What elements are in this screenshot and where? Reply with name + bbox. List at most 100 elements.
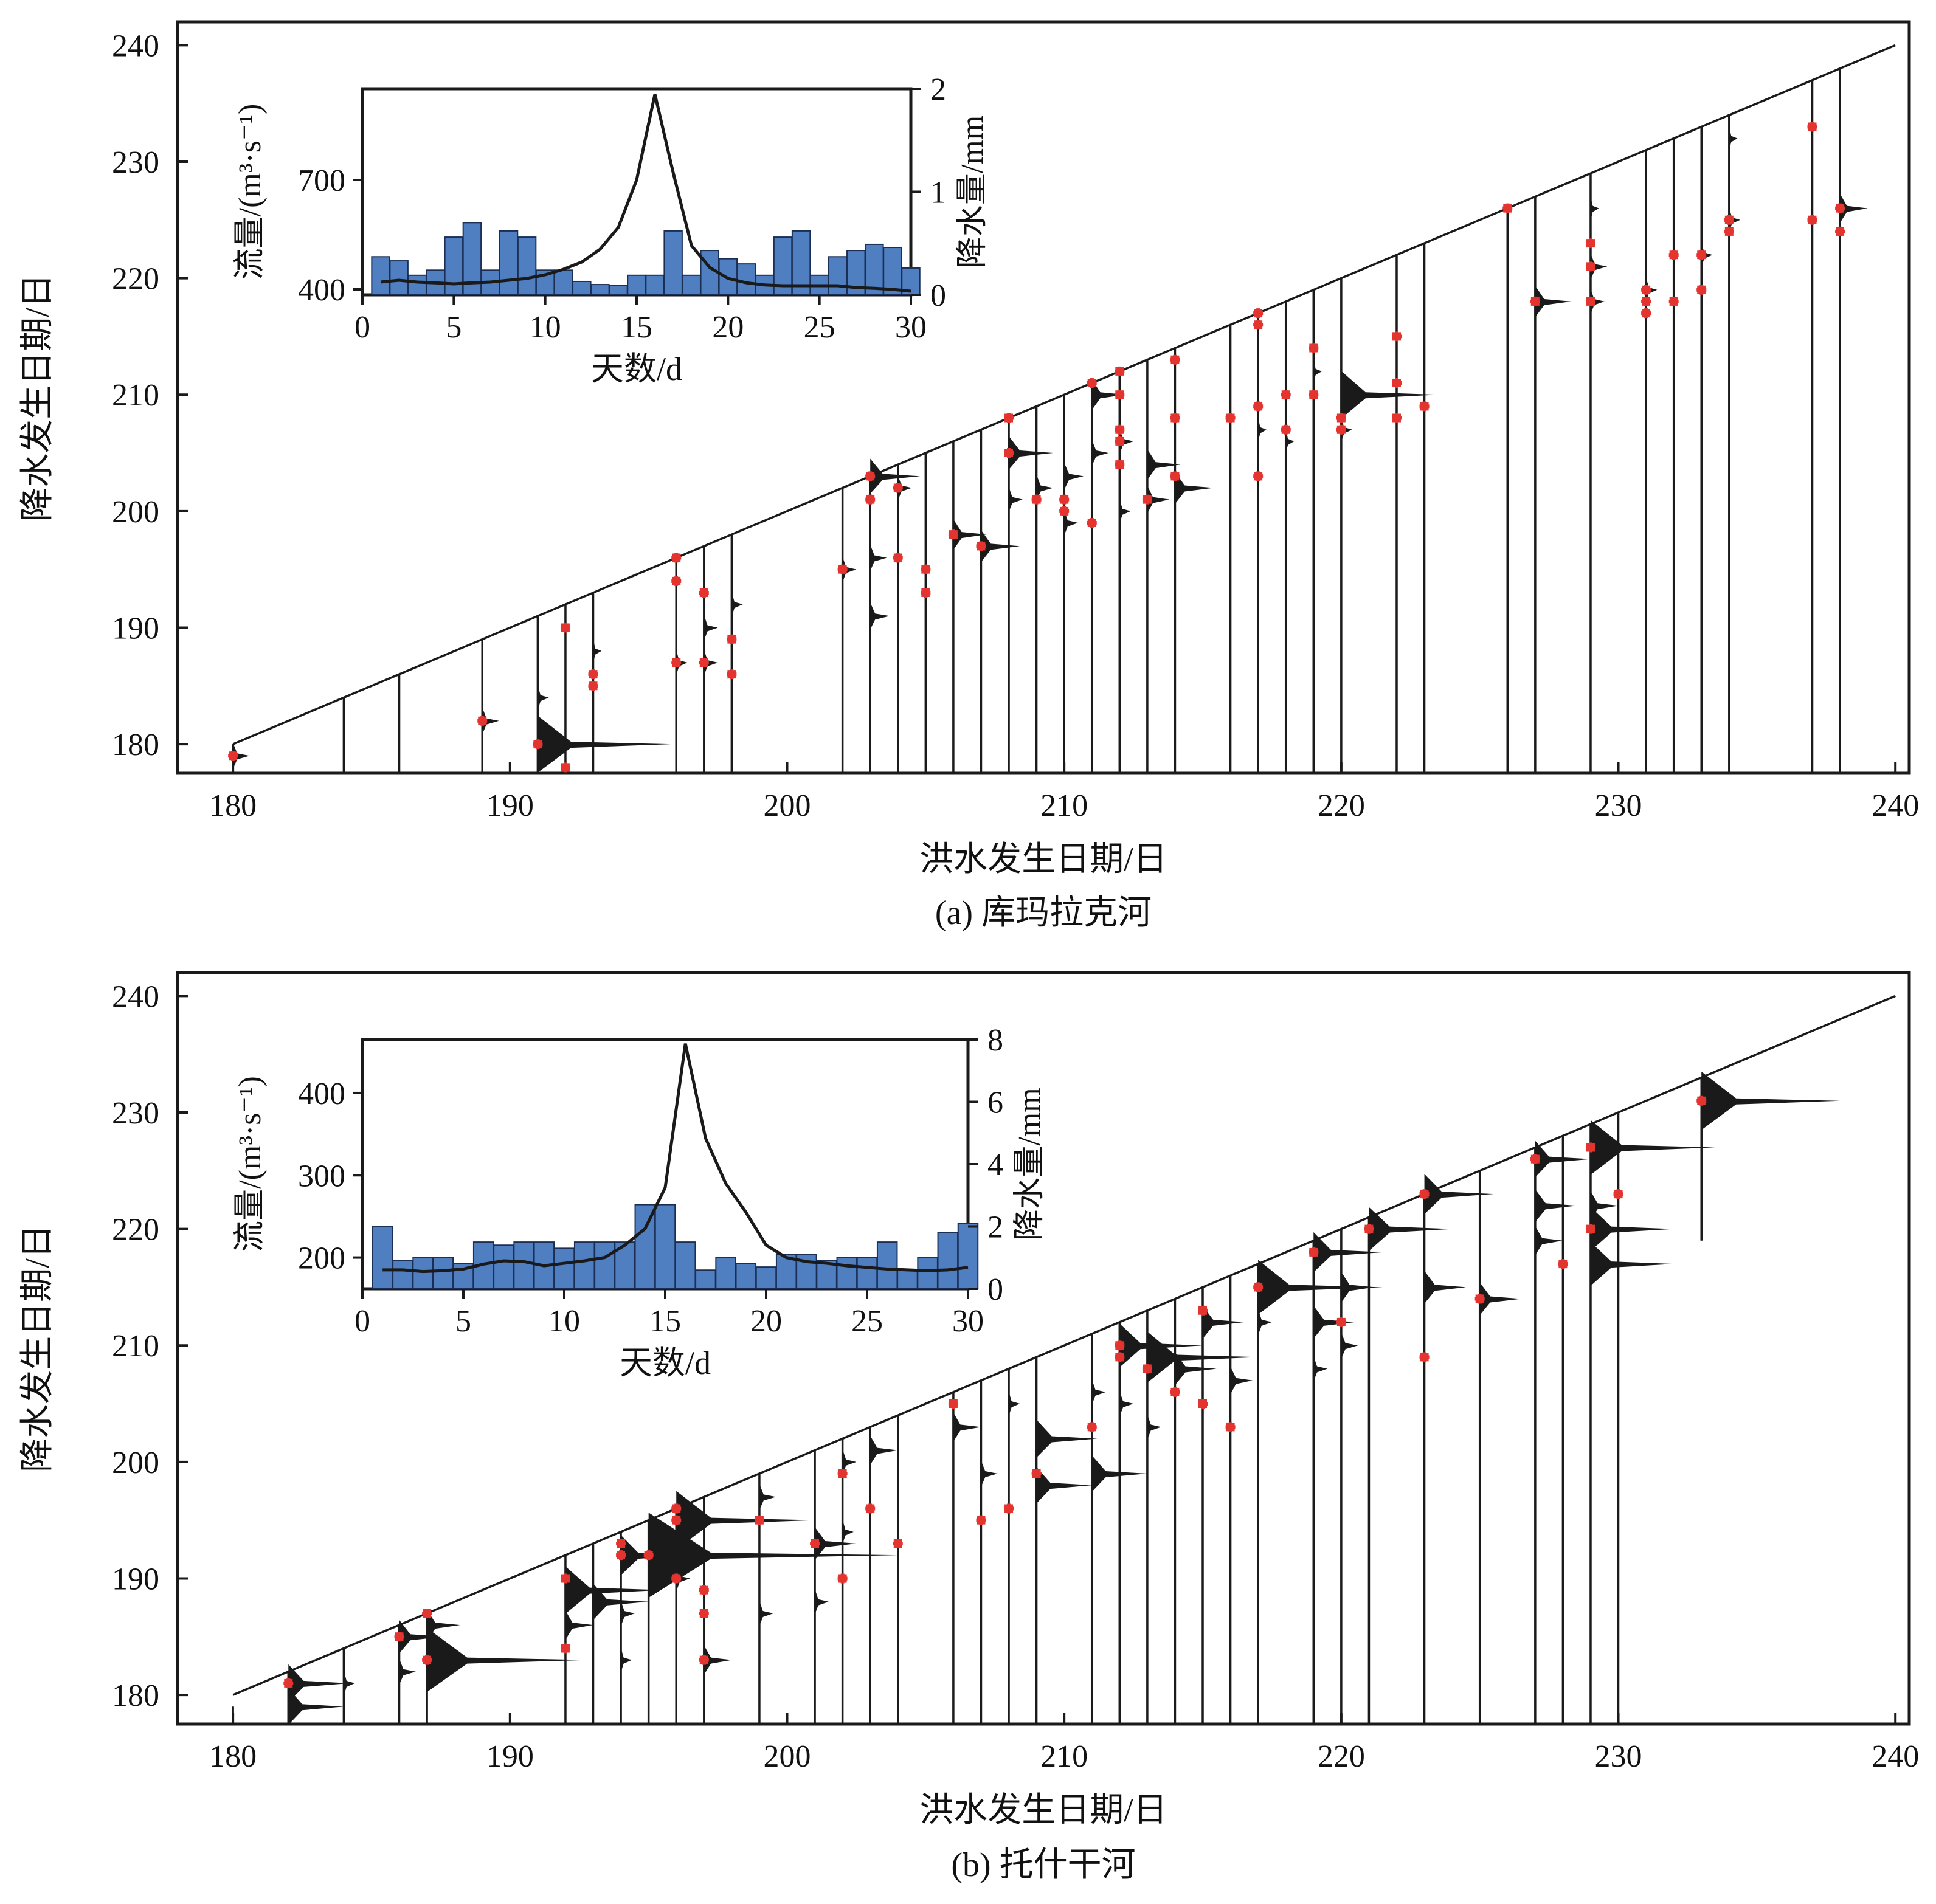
- peak-marker: [1253, 1282, 1264, 1292]
- precip-glyph: [1009, 436, 1053, 470]
- precip-glyph: [1064, 510, 1078, 536]
- y-tick-label: 210: [112, 378, 159, 413]
- peak-marker: [228, 751, 238, 761]
- peak-marker: [671, 657, 682, 667]
- peak-marker: [1309, 1247, 1319, 1257]
- precip-glyph: [1535, 1189, 1577, 1223]
- precip-bar: [917, 1257, 938, 1289]
- x-tick-label: 180: [209, 788, 257, 823]
- precip-glyph: [1064, 463, 1084, 490]
- peak-marker: [588, 669, 598, 680]
- plot-area: [228, 44, 1896, 773]
- inset-left-tick-label: 400: [298, 1077, 345, 1111]
- precip-bar: [736, 263, 756, 295]
- peak-marker: [1641, 308, 1651, 319]
- peak-marker: [1115, 436, 1125, 446]
- precip-glyph: [897, 475, 912, 501]
- peak-marker: [837, 564, 848, 574]
- peak-marker: [948, 1399, 958, 1409]
- precip-glyph: [1119, 498, 1131, 524]
- peak-marker: [1115, 1352, 1125, 1362]
- precip-bar: [682, 274, 701, 296]
- peak-marker: [699, 657, 709, 667]
- y-tick-label: 190: [112, 1562, 159, 1596]
- precip-bar: [876, 1241, 898, 1289]
- precip-glyph: [1147, 485, 1170, 514]
- peak-marker: [1031, 494, 1042, 505]
- peak-marker: [1724, 226, 1734, 236]
- y-tick-label: 230: [112, 145, 159, 180]
- peak-marker: [394, 1632, 404, 1642]
- flow-curve: [380, 94, 911, 293]
- inset-right-tick-label: 0: [987, 1272, 1003, 1307]
- y-tick-label: 200: [112, 1446, 159, 1480]
- precip-glyph: [981, 529, 1020, 562]
- peak-marker: [1419, 1189, 1430, 1199]
- inset-right-tick-label: 1: [930, 176, 946, 210]
- peak-marker: [727, 634, 737, 644]
- precip-bar: [499, 230, 519, 295]
- peak-marker: [422, 1655, 432, 1665]
- precip-glyph: [482, 708, 499, 734]
- peak-marker: [1585, 296, 1595, 306]
- y-tick-label: 180: [112, 728, 159, 762]
- inset-left-axis-title: 流量/(m³·s⁻¹): [233, 1076, 268, 1252]
- y-tick-label: 240: [112, 979, 159, 1014]
- y-tick-label: 200: [112, 495, 159, 529]
- precip-glyph: [1729, 207, 1741, 233]
- plot-area: [232, 995, 1896, 1724]
- precip-glyph: [842, 1519, 854, 1545]
- peak-marker: [1253, 308, 1264, 319]
- inset-x-tick-label: 30: [952, 1304, 984, 1339]
- peak-marker: [1170, 471, 1180, 481]
- precip-glyph: [1590, 288, 1605, 314]
- precip-bar: [645, 274, 665, 296]
- precip-glyph: [1590, 1242, 1674, 1286]
- x-tick-label: 220: [1318, 1739, 1365, 1774]
- peak-marker: [1668, 296, 1679, 306]
- precip-glyph: [565, 1610, 593, 1640]
- precip-glyph: [1535, 1226, 1563, 1255]
- precip-glyph: [1091, 440, 1109, 466]
- precip-glyph: [1341, 1332, 1358, 1359]
- precip-bar: [389, 260, 409, 296]
- precip-glyph: [870, 602, 890, 630]
- inset-x-tick-label: 5: [446, 310, 462, 345]
- peak-marker: [865, 471, 876, 481]
- precip-bar: [836, 1257, 858, 1289]
- y-axis-title: 降水发生日期/日: [19, 1224, 57, 1472]
- precip-bar: [371, 256, 390, 296]
- precip-bar: [755, 1266, 777, 1289]
- peak-marker: [976, 1515, 986, 1525]
- peak-marker: [643, 1550, 654, 1561]
- peak-marker: [1170, 1387, 1180, 1397]
- peak-marker: [533, 739, 543, 750]
- precip-bar: [407, 274, 427, 296]
- peak-marker: [1253, 320, 1264, 330]
- peak-marker: [699, 1608, 709, 1618]
- peak-marker: [1087, 378, 1097, 388]
- peak-marker: [1336, 1317, 1346, 1327]
- precip-glyph: [704, 615, 718, 641]
- peak-marker: [422, 1608, 432, 1618]
- precip-glyph: [565, 1566, 663, 1614]
- peak-marker: [1668, 250, 1679, 260]
- peak-marker: [560, 623, 570, 633]
- x-tick-label: 200: [763, 788, 811, 823]
- x-tick-label: 230: [1595, 1739, 1642, 1774]
- x-axis-title: 洪水发生日期/日: [919, 1792, 1167, 1829]
- plot-frame: [176, 20, 1911, 775]
- inset-left-tick-label: 300: [298, 1159, 345, 1193]
- peak-marker: [810, 1538, 820, 1548]
- precip-glyph: [731, 592, 743, 617]
- peak-marker: [1391, 378, 1402, 388]
- peak-marker: [560, 1643, 570, 1654]
- precip-bar: [590, 284, 610, 295]
- inset-x-tick-label: 10: [530, 310, 561, 345]
- precip-glyph: [981, 1460, 998, 1487]
- precip-bar: [883, 247, 902, 295]
- inset-right-tick-label: 2: [930, 72, 946, 107]
- precip-glyph: [288, 1664, 350, 1703]
- peak-marker: [837, 1573, 848, 1584]
- precip-glyph: [676, 650, 688, 675]
